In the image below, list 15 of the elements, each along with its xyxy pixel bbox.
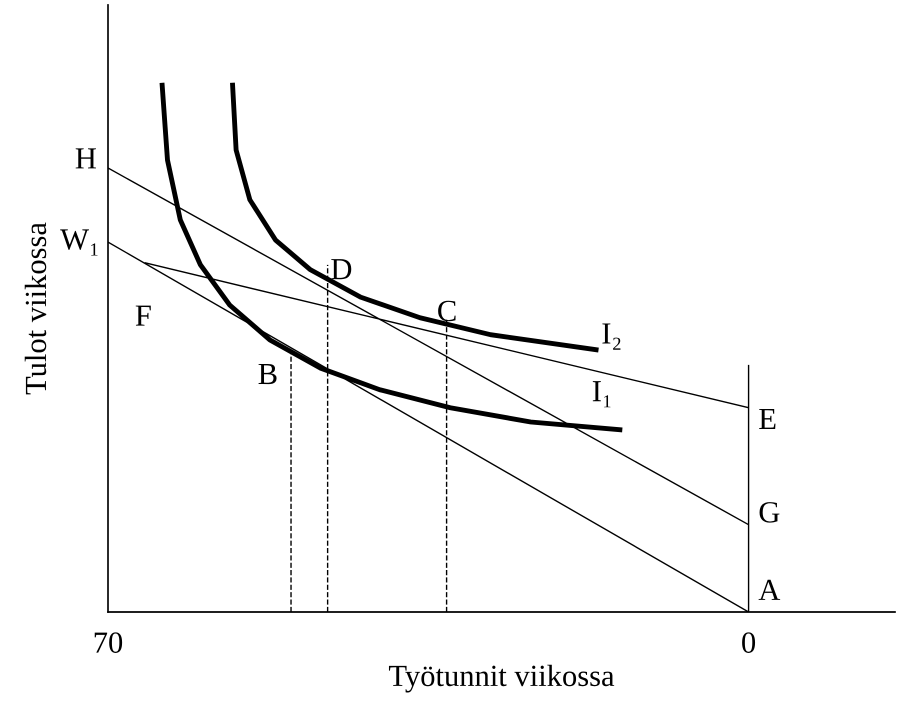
annotation: A xyxy=(758,580,780,600)
x-tick-label: 70 xyxy=(94,632,122,653)
annotation: I₂ xyxy=(602,323,620,350)
annotation: F xyxy=(136,306,151,326)
annotation: H xyxy=(76,148,96,168)
annotation: B xyxy=(258,364,277,384)
annotation: C xyxy=(438,300,456,322)
x-axis-title: Työtunnit viikossa xyxy=(388,664,614,693)
annotation: G xyxy=(760,502,780,523)
annotation: I₁ xyxy=(592,381,610,408)
y-axis-title: Tulot viikossa xyxy=(24,222,46,394)
annotation: E xyxy=(759,408,776,429)
x-tick-label: 0 xyxy=(742,632,756,653)
annotation: W₁ xyxy=(60,229,98,256)
annotation: D xyxy=(331,259,352,280)
